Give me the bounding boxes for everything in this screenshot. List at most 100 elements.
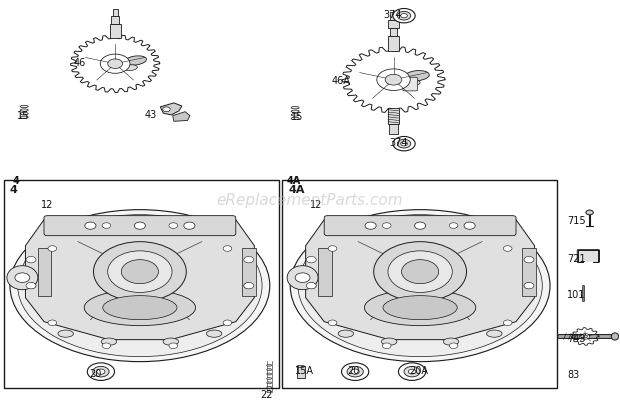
Circle shape xyxy=(295,273,310,283)
Circle shape xyxy=(108,60,123,69)
Text: 20A: 20A xyxy=(409,366,428,375)
Ellipse shape xyxy=(206,330,222,337)
Ellipse shape xyxy=(125,57,146,66)
Circle shape xyxy=(404,367,420,377)
Circle shape xyxy=(97,369,105,375)
Text: 20: 20 xyxy=(89,368,102,378)
Ellipse shape xyxy=(267,373,272,375)
Circle shape xyxy=(524,283,533,289)
Circle shape xyxy=(308,283,316,289)
Ellipse shape xyxy=(20,106,29,108)
Circle shape xyxy=(450,223,458,229)
Ellipse shape xyxy=(163,338,179,345)
Circle shape xyxy=(402,260,439,284)
Circle shape xyxy=(27,283,36,289)
Bar xyxy=(110,25,121,39)
Bar xyxy=(242,248,255,296)
Circle shape xyxy=(102,343,111,349)
Ellipse shape xyxy=(103,296,177,320)
Ellipse shape xyxy=(7,266,38,290)
Text: 721: 721 xyxy=(567,253,586,263)
Text: 4: 4 xyxy=(13,176,20,186)
Polygon shape xyxy=(306,220,534,340)
Circle shape xyxy=(586,211,593,215)
Circle shape xyxy=(393,137,415,152)
Circle shape xyxy=(48,246,56,252)
Text: 743: 743 xyxy=(567,333,586,343)
Circle shape xyxy=(244,283,254,289)
Bar xyxy=(388,36,399,52)
FancyBboxPatch shape xyxy=(577,250,600,263)
Ellipse shape xyxy=(443,338,459,345)
Circle shape xyxy=(347,367,363,377)
Polygon shape xyxy=(172,112,190,122)
Circle shape xyxy=(108,251,172,293)
Ellipse shape xyxy=(381,338,397,345)
Ellipse shape xyxy=(404,81,420,87)
Ellipse shape xyxy=(267,391,272,393)
Circle shape xyxy=(409,369,416,374)
Circle shape xyxy=(365,223,376,230)
Ellipse shape xyxy=(10,210,270,362)
Text: 22: 22 xyxy=(260,389,273,399)
Circle shape xyxy=(397,12,410,21)
Ellipse shape xyxy=(287,266,318,290)
Circle shape xyxy=(524,283,534,289)
Bar xyxy=(318,248,332,296)
Text: 4A: 4A xyxy=(286,176,301,186)
Ellipse shape xyxy=(267,369,272,371)
Text: 374: 374 xyxy=(383,10,402,20)
Ellipse shape xyxy=(297,366,305,368)
Circle shape xyxy=(26,283,36,289)
Text: 20: 20 xyxy=(347,366,360,375)
FancyBboxPatch shape xyxy=(324,216,516,236)
Circle shape xyxy=(383,343,391,349)
Ellipse shape xyxy=(267,365,272,367)
Bar xyxy=(38,248,51,296)
Ellipse shape xyxy=(611,333,619,340)
Circle shape xyxy=(399,363,426,381)
Text: 101: 101 xyxy=(567,290,586,300)
Ellipse shape xyxy=(290,210,550,362)
Ellipse shape xyxy=(267,386,272,388)
Circle shape xyxy=(503,320,512,326)
Bar xyxy=(4,180,279,388)
Text: 43: 43 xyxy=(144,109,156,119)
Circle shape xyxy=(328,246,337,252)
Bar xyxy=(388,21,399,28)
Ellipse shape xyxy=(267,377,272,379)
Circle shape xyxy=(393,10,415,24)
Ellipse shape xyxy=(338,330,353,337)
Ellipse shape xyxy=(101,338,117,345)
Ellipse shape xyxy=(291,107,299,109)
Bar xyxy=(388,109,399,124)
Circle shape xyxy=(385,75,402,86)
Text: eReplacementParts.com: eReplacementParts.com xyxy=(216,193,404,208)
Circle shape xyxy=(383,223,391,229)
Bar xyxy=(522,248,536,296)
Circle shape xyxy=(15,273,30,283)
Circle shape xyxy=(102,223,111,229)
Circle shape xyxy=(244,283,252,289)
Circle shape xyxy=(351,369,359,375)
Ellipse shape xyxy=(58,330,73,337)
FancyBboxPatch shape xyxy=(403,78,418,92)
Circle shape xyxy=(169,223,178,229)
Circle shape xyxy=(377,70,410,91)
Circle shape xyxy=(122,260,159,284)
FancyBboxPatch shape xyxy=(44,216,236,236)
Circle shape xyxy=(163,107,170,112)
Circle shape xyxy=(342,363,369,381)
Circle shape xyxy=(184,223,195,230)
Circle shape xyxy=(93,367,109,377)
Circle shape xyxy=(169,343,178,349)
Circle shape xyxy=(450,343,458,349)
Circle shape xyxy=(415,223,426,230)
Text: 4A: 4A xyxy=(288,185,305,195)
Bar xyxy=(113,10,118,18)
Circle shape xyxy=(223,320,232,326)
Circle shape xyxy=(223,246,232,252)
Text: 46A: 46A xyxy=(332,75,350,85)
Circle shape xyxy=(328,320,337,326)
Circle shape xyxy=(135,223,146,230)
